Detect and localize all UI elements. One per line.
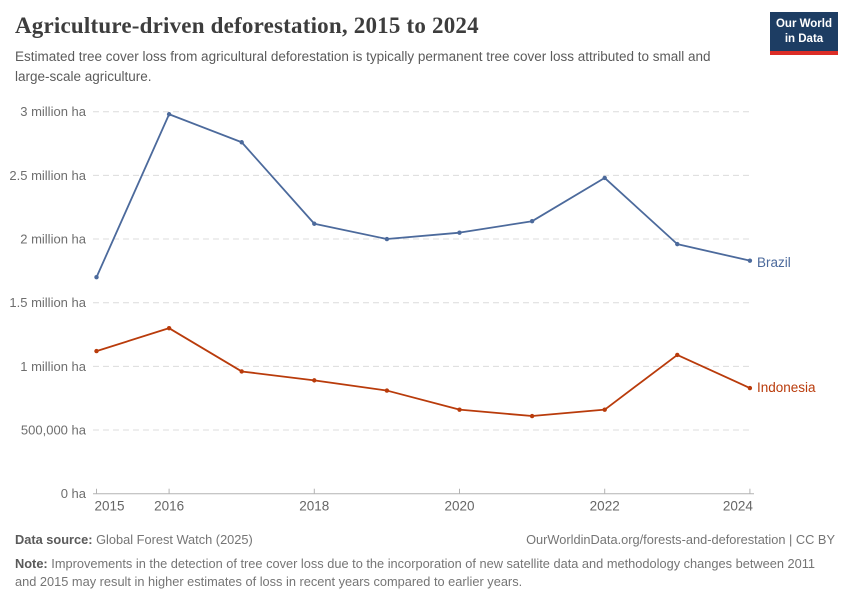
indonesia-data-point: [166, 325, 172, 331]
chart-note: Note: Improvements in the detection of t…: [15, 555, 835, 592]
brazil-data-point: [312, 221, 317, 226]
indonesia-data-point: [384, 388, 390, 393]
brazil-data-point: [239, 140, 244, 145]
note-label: Note:: [15, 555, 48, 571]
brazil-data-point: [457, 230, 462, 235]
note-text: Improvements in the detection of tree co…: [15, 555, 816, 590]
brazil-data-point: [602, 175, 607, 181]
chart-title: Agriculture-driven deforestation, 2015 t…: [15, 13, 479, 38]
brazil-data-point: [747, 258, 753, 263]
indonesia-data-point: [529, 413, 535, 419]
brazil-line: [95, 113, 751, 279]
indonesia-data-point: [675, 352, 680, 358]
indonesia-data-point: [239, 369, 244, 374]
x-axis-label: 2015: [95, 499, 125, 514]
indonesia-data-point: [602, 407, 607, 412]
license-link[interactable]: OurWorldinData.org/forests-and-deforesta…: [526, 532, 835, 547]
owid-logo-line1: Our World: [775, 18, 832, 30]
brazil-data-point: [384, 236, 390, 242]
data-source-text: Global Forest Watch (2025): [92, 532, 253, 547]
series-label-indonesia: Indonesia: [757, 380, 816, 395]
brazil-data-point: [166, 112, 172, 117]
brazil-data-point: [529, 219, 535, 224]
series-label-brazil: Brazil: [757, 255, 791, 270]
data-source-label: Data source:: [15, 532, 93, 547]
chart-subtitle: Estimated tree cover loss from agricultu…: [15, 49, 711, 84]
brazil-data-point: [675, 241, 680, 247]
x-axis-label: 2020: [444, 499, 474, 514]
y-axis-label: 500,000 ha: [21, 423, 87, 438]
y-axis-label: 1 million ha: [20, 359, 87, 374]
indonesia-data-point: [312, 378, 317, 383]
y-axis-label: 3 million ha: [20, 104, 87, 119]
owid-logo-line2: in Data: [784, 32, 824, 45]
x-axis-label: 2018: [299, 499, 329, 514]
chart-footer: Data source: Global Forest Watch (2025) …: [15, 531, 835, 592]
data-source: Data source: Global Forest Watch (2025): [15, 531, 253, 550]
chart-header: Agriculture-driven deforestation, 2015 t…: [15, 13, 750, 86]
y-axis-label: 0 ha: [61, 486, 87, 501]
indonesia-data-point: [94, 348, 99, 354]
y-axis-label: 1.5 million ha: [9, 295, 86, 310]
y-axis-label: 2.5 million ha: [9, 168, 86, 183]
line-chart: 0 ha 500,000 ha 1 million ha 1.5 million ha…: [9, 104, 754, 514]
indonesia-data-point: [747, 385, 753, 391]
x-axis-label: 2024: [723, 499, 754, 514]
owid-logo: Our World in Data: [770, 12, 838, 55]
x-axis-label: 2022: [590, 499, 620, 514]
brazil-data-point: [94, 275, 99, 280]
y-axis-label: 2 million ha: [20, 232, 87, 247]
x-axis-label: 2016: [154, 499, 184, 514]
indonesia-data-point: [457, 407, 462, 412]
indonesia-line: [95, 327, 751, 417]
